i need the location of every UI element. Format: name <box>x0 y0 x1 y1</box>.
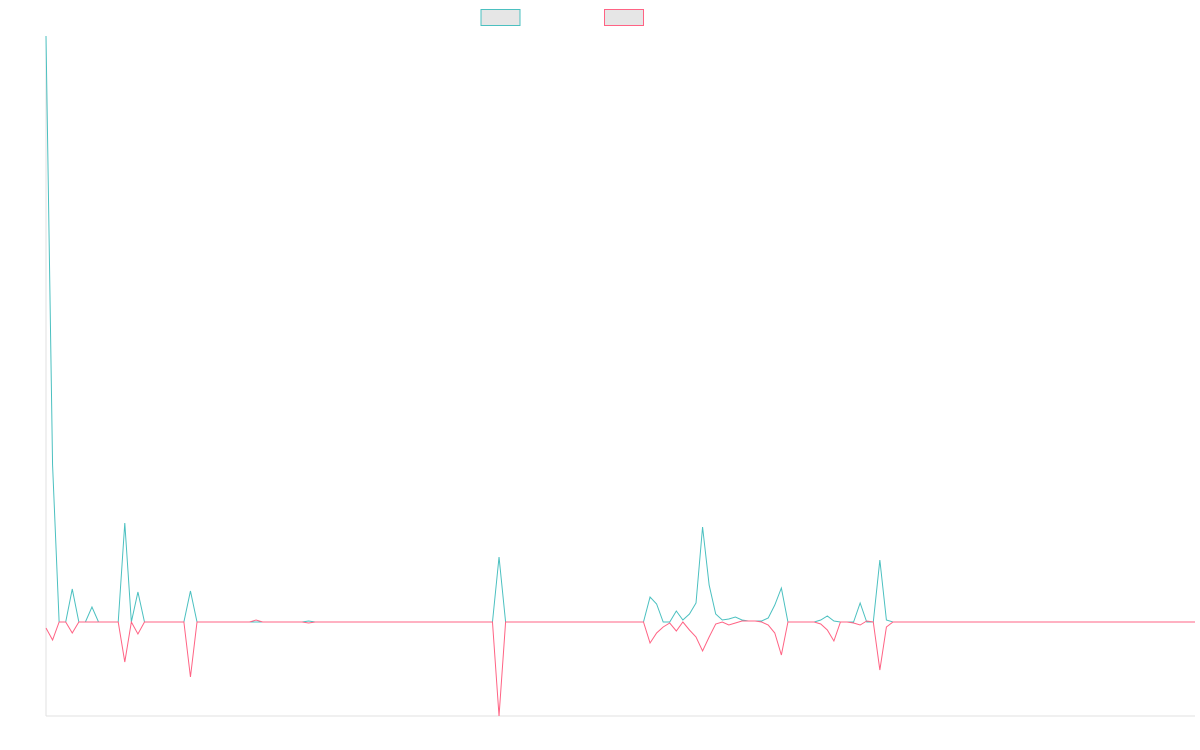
series-line <box>45 619 1195 717</box>
series-line <box>45 35 1195 623</box>
legend-swatch <box>604 9 644 26</box>
legend-swatch <box>480 9 521 26</box>
